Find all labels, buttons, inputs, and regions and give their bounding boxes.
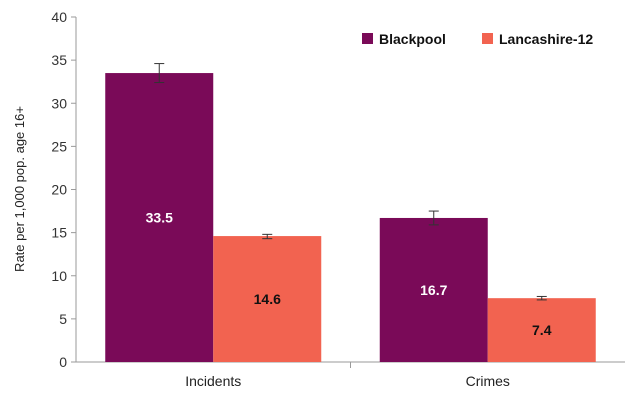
legend-label: Lancashire-12 <box>499 31 593 47</box>
y-tick-label: 40 <box>51 9 67 25</box>
data-label: 14.6 <box>254 291 281 307</box>
legend-label: Blackpool <box>379 31 446 47</box>
error-bar <box>428 210 439 226</box>
error-bar <box>262 233 273 240</box>
legend-swatch <box>482 33 493 44</box>
bar <box>379 217 488 362</box>
y-tick-label: 30 <box>51 95 67 111</box>
chart-legend: Blackpool Lancashire-12 <box>362 31 593 47</box>
bar <box>487 298 596 362</box>
chart-axes: 0 5 10 15 20 25 30 35 40 Incidents Crimes <box>51 9 625 389</box>
y-tick-label: 20 <box>51 182 67 198</box>
legend-swatch <box>362 33 373 44</box>
y-tick-label: 35 <box>51 52 67 68</box>
y-tick-label: 0 <box>59 354 67 370</box>
x-category-label: Crimes <box>466 373 510 389</box>
bar <box>213 236 322 362</box>
bar <box>105 73 214 362</box>
y-tick-label: 25 <box>51 138 67 154</box>
y-tick-label: 15 <box>51 225 67 241</box>
x-category-label: Incidents <box>185 373 241 389</box>
data-label: 33.5 <box>146 210 173 226</box>
data-label: 7.4 <box>532 322 552 338</box>
chart-bars: 33.5 14.6 16.7 7.4 <box>105 63 596 362</box>
y-tick-label: 10 <box>51 268 67 284</box>
y-tick-label: 5 <box>59 311 67 327</box>
error-bar <box>536 295 547 301</box>
data-label: 16.7 <box>420 282 447 298</box>
error-bar <box>154 63 165 84</box>
y-axis-label: Rate per 1,000 pop. age 16+ <box>12 106 27 272</box>
